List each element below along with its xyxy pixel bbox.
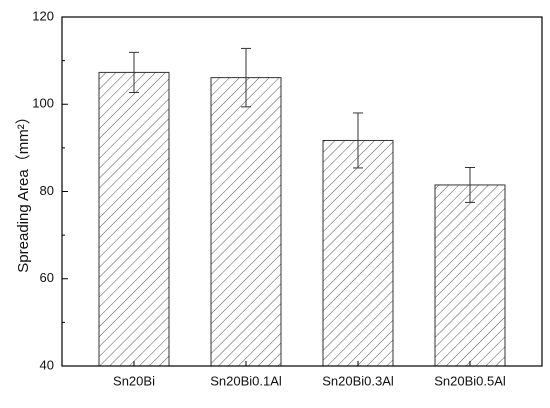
x-tick-label: Sn20Bi0.5Al (434, 373, 506, 388)
plot-frame (61, 16, 543, 367)
x-tick-label: Sn20Bi (113, 373, 155, 388)
bar (210, 77, 282, 367)
y-tick-label: 60 (40, 270, 54, 285)
bar (322, 139, 394, 367)
x-tick-label: Sn20Bi0.3Al (322, 373, 394, 388)
bar (434, 184, 506, 367)
x-tick-label: Sn20Bi0.1Al (210, 373, 282, 388)
bar (98, 71, 170, 367)
y-axis-label: Spreading Area（mm²） (15, 109, 32, 272)
y-tick-label: 40 (40, 357, 54, 372)
y-tick-label: 100 (32, 96, 54, 111)
y-tick-label: 80 (40, 183, 54, 198)
y-tick-label: 120 (32, 8, 54, 23)
